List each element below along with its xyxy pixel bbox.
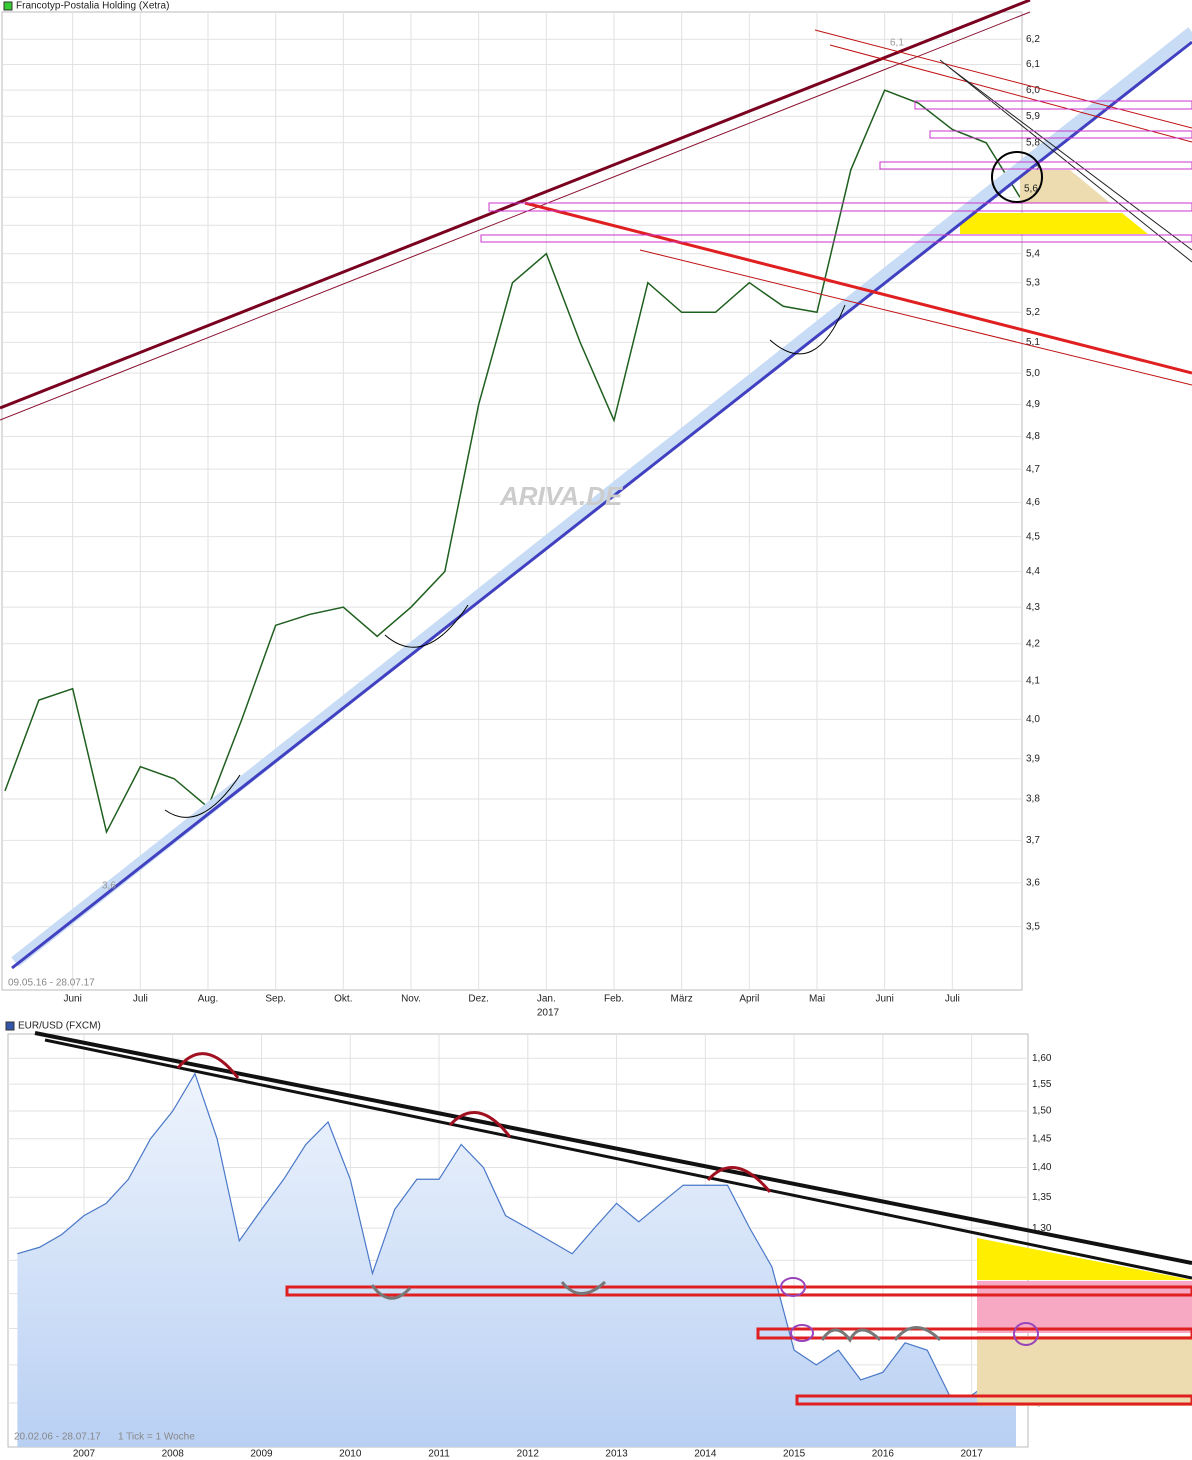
annotation: 5,6 [1024, 184, 1038, 195]
y-tick-label: 6,0 [1026, 85, 1040, 96]
legend-swatch [3, 1, 13, 11]
date-range: 20.02.06 - 28.07.17 [14, 1432, 101, 1443]
y-tick-label: 3,9 [1026, 753, 1040, 764]
chart-title: EUR/USD (FXCM) [18, 1021, 101, 1032]
rate-line [17, 1072, 1017, 1396]
x-tick-label: 2010 [339, 1449, 362, 1460]
y-tick-label: 5,7 [1026, 164, 1040, 175]
y-tick-label: 6,2 [1026, 34, 1040, 45]
x-tick-label: 2017 [960, 1449, 983, 1460]
price-line [4, 89, 1021, 835]
watermark: ARIVA.DE [499, 481, 623, 511]
x-tick-label: 2016 [872, 1449, 895, 1460]
x-tick-label: Okt. [334, 994, 352, 1005]
x-tick-label: 2011 [428, 1449, 450, 1460]
labels: Francotyp-Postalia Holding (Xetra) 09.05… [3, 1, 1038, 1443]
y-tick-label: 1,45 [1032, 1133, 1052, 1144]
y-tick-label: 3,7 [1026, 835, 1040, 846]
y-tick-label: 1,55 [1032, 1079, 1052, 1090]
x-tick-label: Juli [133, 994, 148, 1005]
x-tick-label: 2014 [694, 1449, 717, 1460]
y-tick-label: 1,50 [1032, 1106, 1052, 1117]
x-tick-label: Juni [875, 994, 893, 1005]
y-tick-label: 5,1 [1026, 337, 1040, 348]
chart-fx: 1,051,101,151,201,251,301,351,401,451,50… [8, 1034, 1052, 1460]
x-tick-label: Aug. [198, 994, 219, 1005]
tick-note: 1 Tick = 1 Woche [118, 1432, 195, 1443]
y-tick-label: 5,3 [1026, 277, 1040, 288]
x-tick-label: März [671, 994, 693, 1005]
y-tick-label: 3,8 [1026, 794, 1040, 805]
x-tick-label: Feb. [604, 994, 624, 1005]
date-range: 09.05.16 - 28.07.17 [8, 978, 95, 989]
y-tick-label: 5,0 [1026, 368, 1040, 379]
annotation: 3,6 [102, 881, 116, 892]
x-tick-label: Nov. [401, 994, 421, 1005]
x-tick-label: 2007 [73, 1449, 96, 1460]
area [17, 1073, 1016, 1447]
y-tick-label: 5,8 [1026, 137, 1040, 148]
chart-title: Francotyp-Postalia Holding (Xetra) [16, 1, 169, 12]
y-tick-label: 4,6 [1026, 497, 1040, 508]
y-tick-label: 4,3 [1026, 602, 1040, 613]
x-tick-label: Juli [945, 994, 960, 1005]
x-tick-label: Sep. [265, 994, 286, 1005]
y-tick-label: 1,30 [1032, 1223, 1052, 1234]
y-tick-label: 6,1 [1026, 59, 1040, 70]
y-tick-label: 4,5 [1026, 531, 1040, 542]
y-tick-label: 4,9 [1026, 399, 1040, 410]
x-tick-label: Jan. [537, 994, 556, 1005]
x-year-label: 2017 [537, 1008, 560, 1019]
x-tick-label: 2008 [162, 1449, 185, 1460]
plot-frame [1, 11, 1023, 991]
x-tick-label: April [739, 994, 759, 1005]
y-tick-label: 4,7 [1026, 464, 1040, 475]
annotation: 6,1 [890, 38, 904, 49]
x-tick-label: 2013 [605, 1449, 628, 1460]
trend-annotations [34, 1031, 1192, 1406]
y-tick-label: 1,35 [1032, 1192, 1052, 1203]
x-tick-label: 2012 [517, 1449, 540, 1460]
y-tick-label: 4,1 [1026, 676, 1040, 687]
legend-swatch [5, 1021, 15, 1031]
x-tick-label: Dez. [468, 994, 489, 1005]
trend-annotations [0, 0, 1192, 970]
x-tick-label: 2015 [783, 1449, 806, 1460]
y-tick-label: 5,9 [1026, 111, 1040, 122]
y-tick-label: 5,2 [1026, 307, 1040, 318]
y-tick-label: 4,4 [1026, 566, 1040, 577]
x-tick-label: Juni [63, 994, 81, 1005]
x-tick-label: 2009 [250, 1449, 273, 1460]
y-tick-label: 5,4 [1026, 248, 1040, 259]
x-tick-label: Mai [809, 994, 825, 1005]
y-tick-label: 4,0 [1026, 714, 1040, 725]
y-tick-label: 3,5 [1026, 921, 1040, 932]
y-tick-label: 3,6 [1026, 878, 1040, 889]
y-tick-label: 4,8 [1026, 431, 1040, 442]
y-tick-label: 4,2 [1026, 638, 1040, 649]
y-tick-label: 1,40 [1032, 1162, 1052, 1173]
y-tick-label: 1,60 [1032, 1053, 1052, 1064]
